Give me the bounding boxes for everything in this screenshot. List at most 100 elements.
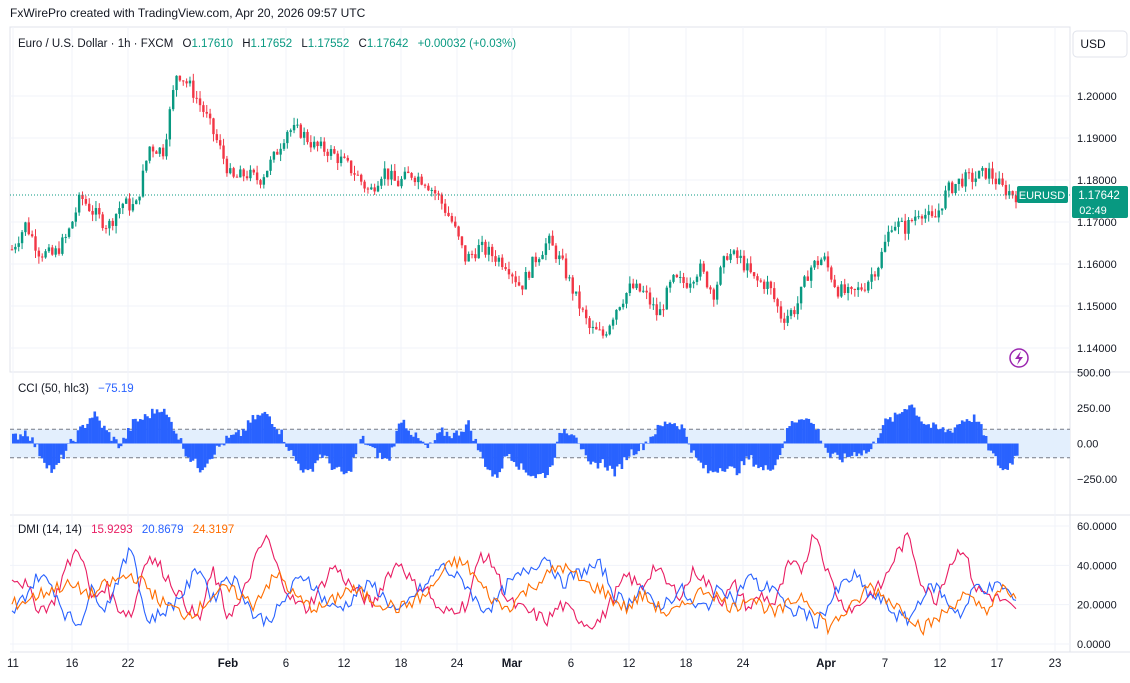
close-label: C — [359, 38, 367, 50]
cci-bar — [493, 443, 497, 475]
candle-body — [709, 287, 712, 290]
high-label: H — [242, 38, 250, 50]
cci-bar — [275, 429, 279, 444]
cci-bar — [757, 443, 760, 469]
candle — [786, 309, 789, 327]
candle — [155, 150, 158, 154]
cci-bar — [119, 443, 123, 447]
candle-body — [323, 141, 326, 152]
time-tick-label: 18 — [395, 658, 408, 670]
price-panel[interactable] — [9, 26, 1071, 373]
candle-body — [736, 250, 739, 258]
cci-bar — [980, 424, 983, 444]
candle-body — [185, 81, 188, 84]
cci-bar — [730, 443, 734, 467]
candle-body — [507, 269, 511, 275]
cci-bar — [599, 443, 602, 463]
cci-bar — [817, 428, 820, 444]
candle-body — [124, 198, 128, 204]
price-tick-label: 1.18000 — [1077, 175, 1117, 187]
candle-body — [957, 178, 961, 184]
candle — [581, 306, 585, 313]
dmi-legend[interactable]: DMI (14, 14) 15.9293 20.8679 24.3197 — [18, 524, 234, 536]
candle-body — [769, 281, 773, 289]
candle — [863, 283, 867, 293]
cci-bar — [783, 441, 787, 444]
candle-body — [182, 80, 185, 82]
cci-bar — [635, 443, 638, 455]
cci-legend[interactable]: CCI (50, hlc3) −75.19 — [18, 383, 134, 395]
cci-bar — [972, 414, 976, 444]
cci-bar — [500, 443, 504, 469]
candle-body — [114, 213, 118, 226]
candle-body — [551, 235, 554, 246]
candle-body — [57, 248, 61, 254]
dmi-lines[interactable] — [11, 532, 1017, 637]
candle-body — [558, 255, 561, 260]
candle-body — [870, 274, 873, 282]
time-axis[interactable]: 11 16 22 Feb 6 12 18 24 Mar 6 12 18 24 Apr 7 12 17 23 — [7, 658, 1061, 670]
candles[interactable] — [10, 73, 1018, 339]
cci-bar — [98, 420, 101, 444]
candle — [914, 209, 917, 226]
candle — [222, 138, 225, 165]
cci-bar — [479, 443, 482, 452]
dmi-line-plus-di — [11, 532, 1017, 630]
cci-bar — [661, 426, 664, 444]
candle-body — [934, 216, 937, 218]
candle — [205, 105, 208, 118]
candle — [44, 249, 47, 259]
cci-bar — [309, 443, 312, 469]
candle — [306, 129, 309, 145]
cci-bar — [47, 443, 51, 466]
gridlines — [10, 27, 1070, 652]
cci-bar — [970, 422, 974, 444]
cci-bar — [484, 443, 487, 467]
cci-bar — [404, 428, 408, 444]
cci-histogram[interactable] — [12, 404, 1019, 479]
time-tick-label: 24 — [737, 658, 750, 670]
candle-body — [883, 241, 887, 252]
candle — [497, 255, 501, 267]
candle — [685, 277, 689, 289]
candle-body — [443, 203, 447, 213]
candle-body — [648, 292, 652, 305]
candle — [460, 235, 464, 249]
candle-body — [51, 247, 54, 255]
candle — [840, 281, 843, 298]
candle — [245, 170, 249, 181]
legend[interactable]: Euro / U.S. Dollar · 1h · FXCM O1.17610 … — [18, 38, 516, 50]
candle-body — [346, 157, 349, 161]
cci-bar — [771, 443, 775, 470]
cci-bar — [785, 428, 789, 444]
lightning-icon[interactable] — [1009, 348, 1029, 368]
currency-button[interactable]: USD — [1072, 30, 1128, 58]
cci-bar — [824, 443, 827, 448]
candle-body — [910, 220, 914, 222]
candle — [360, 173, 363, 186]
cci-bar — [740, 443, 744, 462]
candle — [853, 288, 857, 297]
candle — [534, 252, 538, 267]
cci-bar — [766, 443, 770, 470]
candle-body — [178, 75, 182, 81]
cci-bar — [129, 430, 133, 444]
cci-bar — [567, 435, 571, 444]
candle — [632, 278, 635, 290]
cci-bar — [424, 443, 427, 445]
cci-bar — [26, 436, 29, 444]
candle-body — [161, 147, 165, 157]
cci-bar — [218, 443, 221, 447]
candle — [313, 136, 316, 150]
candle — [208, 108, 212, 125]
candle — [454, 216, 457, 229]
candle-body — [205, 111, 208, 114]
cci-bar — [64, 443, 68, 451]
candle-body — [373, 187, 376, 192]
candle — [951, 180, 954, 195]
candle — [229, 163, 232, 175]
cci-bar — [809, 422, 813, 444]
price-tag[interactable]: EURUSD 1.17642 02:49 — [1017, 186, 1128, 218]
candle — [272, 151, 276, 163]
